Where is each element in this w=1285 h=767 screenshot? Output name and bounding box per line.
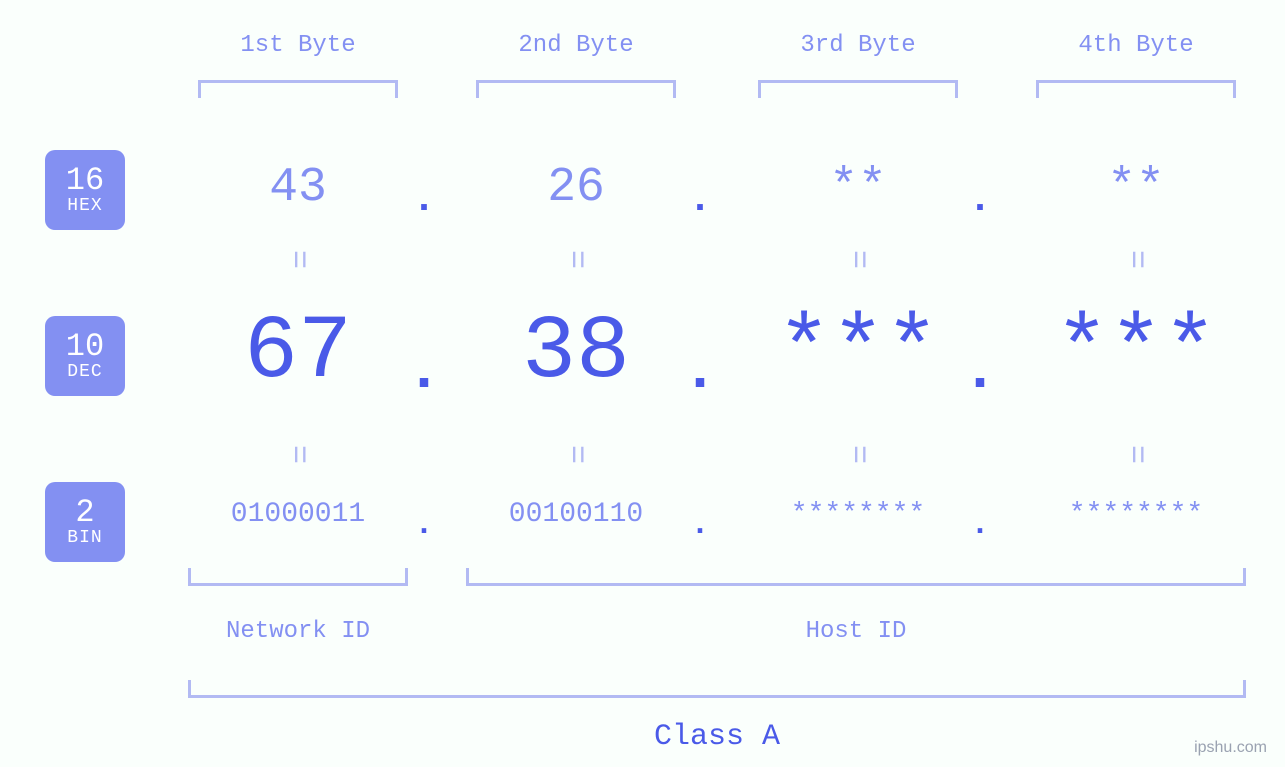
dec-byte-4: ***	[1006, 302, 1266, 404]
bin-dot-1: .	[399, 506, 449, 543]
class-bracket	[188, 680, 1246, 698]
hex-byte-1: 43	[168, 161, 428, 215]
equals-r0-c2: =	[840, 238, 877, 278]
network-id-label: Network ID	[178, 618, 418, 645]
network-id-bracket	[188, 568, 408, 586]
host-id-label: Host ID	[736, 618, 976, 645]
badge-dec-num: 10	[66, 330, 104, 364]
bin-byte-4: ********	[1006, 499, 1266, 530]
class-label: Class A	[597, 720, 837, 754]
byte-bracket-2	[476, 80, 676, 98]
equals-r0-c1: =	[558, 238, 595, 278]
badge-hex-num: 16	[66, 164, 104, 198]
dec-byte-1: 67	[168, 302, 428, 404]
equals-r0-c0: =	[280, 238, 317, 278]
bin-byte-3: ********	[728, 499, 988, 530]
byte-bracket-3	[758, 80, 958, 98]
badge-dec-label: DEC	[67, 363, 102, 382]
dec-dot-3: .	[955, 338, 1005, 406]
badge-bin: 2BIN	[45, 482, 125, 562]
byte-header-4: 4th Byte	[1026, 32, 1246, 59]
bin-dot-3: .	[955, 506, 1005, 543]
bin-byte-2: 00100110	[446, 499, 706, 530]
byte-header-1: 1st Byte	[188, 32, 408, 59]
badge-dec: 10DEC	[45, 316, 125, 396]
hex-byte-3: **	[728, 161, 988, 215]
bin-dot-2: .	[675, 506, 725, 543]
equals-r0-c3: =	[1118, 238, 1155, 278]
badge-bin-num: 2	[75, 496, 94, 530]
hex-dot-1: .	[399, 178, 449, 223]
watermark: ipshu.com	[1194, 739, 1267, 757]
byte-bracket-1	[198, 80, 398, 98]
host-id-bracket	[466, 568, 1246, 586]
badge-bin-label: BIN	[67, 529, 102, 548]
hex-dot-2: .	[675, 178, 725, 223]
hex-dot-3: .	[955, 178, 1005, 223]
hex-byte-2: 26	[446, 161, 706, 215]
hex-byte-4: **	[1006, 161, 1266, 215]
equals-r1-c3: =	[1118, 433, 1155, 473]
byte-bracket-4	[1036, 80, 1236, 98]
equals-r1-c1: =	[558, 433, 595, 473]
equals-r1-c0: =	[280, 433, 317, 473]
byte-header-3: 3rd Byte	[748, 32, 968, 59]
dec-dot-2: .	[675, 338, 725, 406]
badge-hex: 16HEX	[45, 150, 125, 230]
byte-header-2: 2nd Byte	[466, 32, 686, 59]
dec-byte-3: ***	[728, 302, 988, 404]
badge-hex-label: HEX	[67, 197, 102, 216]
dec-byte-2: 38	[446, 302, 706, 404]
equals-r1-c2: =	[840, 433, 877, 473]
bin-byte-1: 01000011	[168, 499, 428, 530]
dec-dot-1: .	[399, 338, 449, 406]
